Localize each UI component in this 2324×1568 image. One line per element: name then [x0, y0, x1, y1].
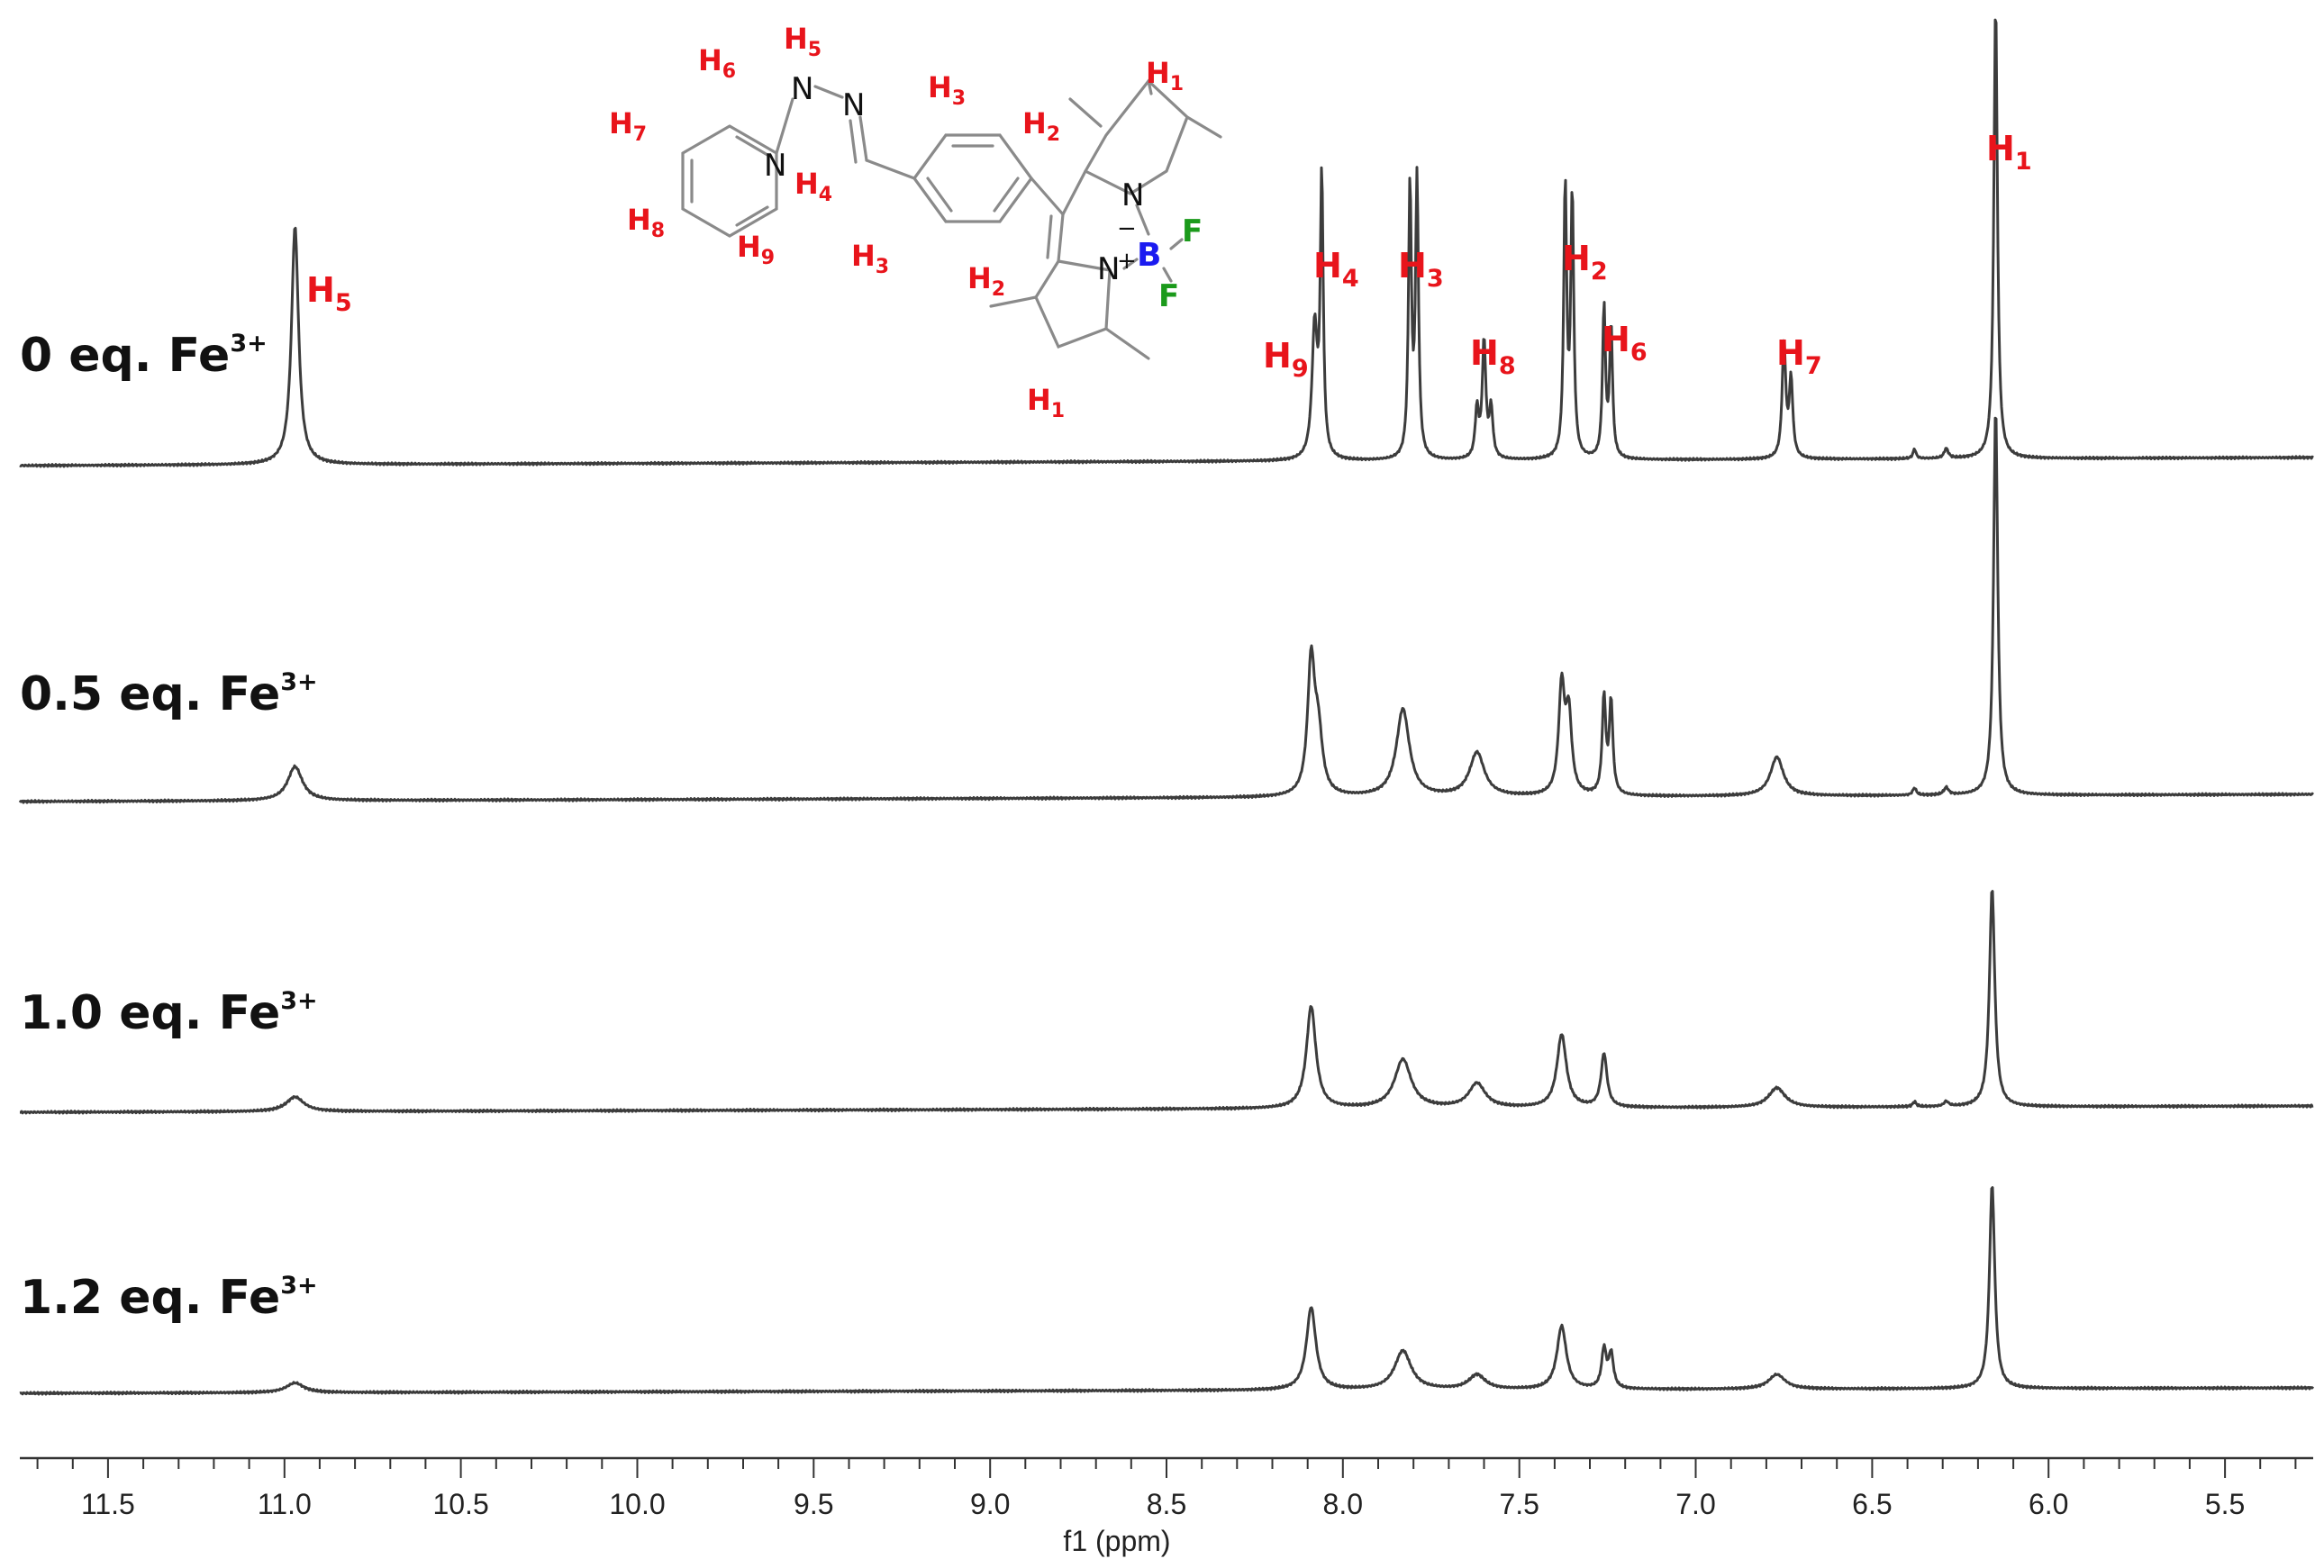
bond-n-b-top	[1135, 204, 1150, 236]
struct-label-h3-bottom: H3	[851, 239, 889, 278]
pyridine-ring	[681, 124, 778, 238]
peak-label-h3: H3	[1398, 246, 1444, 293]
bond-nh-n	[813, 85, 844, 99]
x-tick-label: 9.0	[970, 1488, 1010, 1520]
spectrum-trace-0	[19, 18, 2314, 468]
spectrum-trace-3	[19, 1186, 2315, 1396]
bond-ring-meso	[1030, 177, 1065, 216]
bond-c-nh	[775, 97, 794, 155]
bond-b-f2	[1162, 267, 1173, 283]
amine-nitrogen: N	[791, 71, 813, 107]
methyl-bottom-left	[989, 295, 1038, 308]
x-tick-label: 5.5	[2205, 1488, 2245, 1520]
peak-label-h9: H9	[1263, 336, 1309, 383]
x-tick-label: 6.5	[1852, 1488, 1892, 1520]
methyl-top-left	[1068, 97, 1103, 128]
x-tick-label: 10.5	[432, 1488, 488, 1520]
bond-n-ch	[858, 115, 868, 162]
peak-label-h1: H1	[1986, 129, 2032, 176]
pyridine-nitrogen: N	[764, 148, 786, 184]
methyl-top-right	[1185, 115, 1222, 139]
pyridine-double-bond-3	[735, 205, 769, 227]
struct-label-h5: H5	[784, 22, 822, 61]
peak-labels: H5 H9 H4 H3 H8 H2 H6 H7 H1	[306, 129, 2032, 383]
bodipy-structure: N N N N N + B − F F H5 H6 H7 H8 H9 H4 H3…	[609, 22, 1222, 422]
hydrazone-nitrogen: N	[842, 87, 865, 123]
x-tick-label: 10.0	[609, 1488, 665, 1520]
x-tick-label: 9.5	[794, 1488, 833, 1520]
pyrrole-bottom-nitrogen: N	[1097, 251, 1120, 287]
peak-label-h6: H6	[1602, 320, 1648, 367]
bond-ch-ring	[865, 159, 916, 180]
struct-label-h2-bottom: H2	[967, 261, 1005, 301]
boron-negative-charge: −	[1117, 215, 1137, 242]
trace-label-0eq: 0 eq. Fe3+	[20, 329, 268, 383]
struct-label-h1-top: H1	[1146, 56, 1184, 95]
benzene-double-3	[926, 177, 953, 213]
peak-label-h8: H8	[1470, 333, 1516, 380]
trace-label-0-5eq: 0.5 eq. Fe3+	[20, 667, 318, 721]
struct-label-h6: H6	[698, 43, 736, 83]
struct-label-h3-top: H3	[928, 70, 966, 110]
x-tick-label: 8.0	[1323, 1488, 1363, 1520]
pyrrole-top-nitrogen: N	[1121, 177, 1144, 213]
spectrum-trace-2	[19, 890, 2314, 1115]
peak-label-h4: H4	[1313, 246, 1359, 293]
bond-meso-double	[1046, 214, 1053, 259]
pyrrole-top-ch	[1147, 79, 1153, 95]
methyl-bottom-right	[1104, 327, 1150, 360]
benzene-double-2	[993, 177, 1020, 213]
x-axis-title: f1 (ppm)	[1063, 1525, 1170, 1557]
peak-label-h2: H2	[1562, 239, 1608, 286]
x-tick-label: 6.0	[2029, 1488, 2068, 1520]
benzene-ring	[912, 133, 1033, 223]
spectrum-traces	[18, 18, 2315, 1396]
x-axis-ticks: 11.5 11.0 10.5 10.0 9.5 9.0 8.5 8.0 7.5 7.0 6.5 6.0…	[36, 1458, 2297, 1520]
bond-meso-pyrrole-bottom	[1057, 213, 1065, 263]
x-tick-label: 7.5	[1499, 1488, 1539, 1520]
peak-label-h7: H7	[1776, 333, 1822, 380]
struct-label-h2-top: H2	[1022, 106, 1060, 146]
bond-n-ch-double	[849, 119, 858, 164]
trace-label-1-2eq: 1.2 eq. Fe3+	[20, 1271, 318, 1325]
x-tick-label: 8.5	[1147, 1488, 1186, 1520]
x-tick-label: 11.5	[81, 1488, 135, 1520]
pyrrole-bottom	[1034, 259, 1112, 349]
fluorine-atom-1: F	[1182, 213, 1203, 249]
bond-meso-pyrrole-top	[1061, 169, 1087, 216]
struct-label-h8: H8	[627, 203, 665, 242]
struct-label-h1-bottom: H1	[1027, 383, 1065, 422]
x-axis: 11.5 11.0 10.5 10.0 9.5 9.0 8.5 8.0 7.5 7.0 6.5 6.0…	[20, 1456, 2313, 1557]
fluorine-atom-2: F	[1158, 278, 1179, 314]
struct-label-h4: H4	[794, 167, 832, 206]
struct-label-h7: H7	[609, 106, 647, 146]
trace-label-1-0eq: 1.0 eq. Fe3+	[20, 986, 318, 1040]
x-tick-label: 11.0	[258, 1488, 312, 1520]
struct-label-h9: H9	[737, 230, 775, 269]
bond-b-f1	[1169, 238, 1184, 250]
x-tick-label: 7.0	[1675, 1488, 1715, 1520]
boron-atom: B	[1137, 237, 1161, 274]
spectrum-trace-1	[18, 416, 2315, 804]
pyridine-double-bond	[735, 135, 769, 157]
nitrogen-positive-charge: +	[1117, 248, 1137, 275]
peak-label-h5: H5	[306, 270, 352, 317]
bond-n-b-bottom	[1122, 258, 1139, 270]
